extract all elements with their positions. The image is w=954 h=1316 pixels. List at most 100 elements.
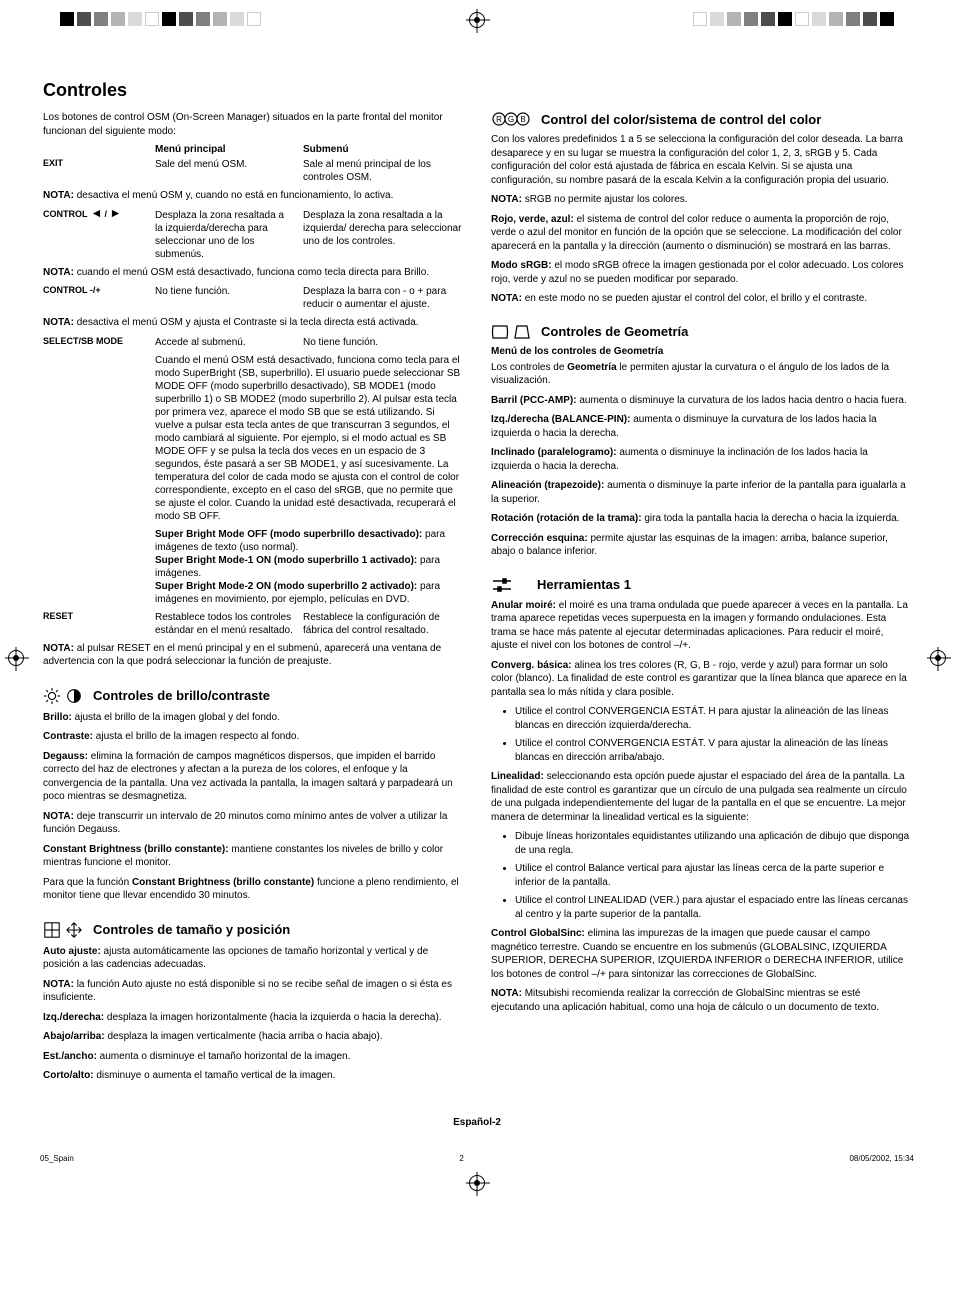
color-swatch: [230, 12, 244, 26]
registration-mark-bottom: [469, 1175, 485, 1191]
tools-title: Herramientas 1: [537, 577, 631, 592]
svg-text:R: R: [496, 115, 502, 124]
color-bars-left: [60, 12, 261, 26]
definition-item: Est./ancho: aumenta o disminuye el tamañ…: [43, 1050, 463, 1064]
definition-text: disminuye o aumenta el tamaño vertical d…: [94, 1070, 336, 1081]
note-control-pm: NOTA: desactiva el menú OSM y ajusta el …: [43, 316, 463, 330]
position-icon: [65, 921, 83, 939]
page-body: Controles Los botones de control OSM (On…: [43, 40, 911, 1148]
sizepos-icon: [43, 921, 83, 939]
column-left: Los botones de control OSM (On-Screen Ma…: [43, 111, 463, 1089]
note-exit: NOTA:NOTA: desactiva el menú OSM y, cuan…: [43, 189, 463, 203]
color-note2-t: en este modo no se pueden ajustar el con…: [522, 293, 867, 304]
sb2-title: Super Bright Mode-2 ON (modo superbrillo…: [155, 581, 417, 592]
color-swatch: [247, 12, 261, 26]
definition-item: Rotación (rotación de la trama): gira to…: [491, 512, 911, 526]
svg-text:B: B: [520, 115, 525, 124]
svg-text:G: G: [508, 115, 514, 124]
control-lr-c1: Desplaza la zona resaltada a la izquierd…: [155, 209, 303, 261]
definition-item: Alineación (trapezoide): aumenta o dismi…: [491, 479, 911, 506]
row-control-lr: CONTROL / Desplaza la zona resaltada a l…: [43, 209, 463, 261]
color-rvb: Rojo, verde, azul: el sistema de control…: [491, 213, 911, 254]
control-pm-c2: Desplaza la barra con - o + para reducir…: [303, 285, 463, 311]
color-note1-b: NOTA:: [491, 194, 522, 205]
label-control-lr: CONTROL /: [43, 209, 155, 261]
definition-term: Auto ajuste:: [43, 946, 101, 957]
sizepos-note: NOTA: la función Auto ajuste no está dis…: [43, 978, 463, 1005]
header-main-menu: Menú principal: [155, 144, 303, 155]
tools-conv: Converg. básica: alinea los tres colores…: [491, 659, 911, 700]
color-swatch: [128, 12, 142, 26]
section-color-head: RGB Control del color/sistema de control…: [491, 111, 911, 127]
color-bars-right: [693, 12, 894, 26]
lin-bullets: Dibuje líneas horizontales equidistantes…: [491, 830, 911, 921]
definition-text: desplaza la imagen verticalmente (hacia …: [105, 1031, 383, 1042]
color-swatch: [60, 12, 74, 26]
row-reset: RESET Restablece todos los controles est…: [43, 611, 463, 637]
label-control-lr-text: CONTROL: [43, 209, 88, 219]
definition-text: aumenta o disminuye el tamaño horizontal…: [97, 1051, 350, 1062]
color-swatch: [829, 12, 843, 26]
definition-term: Izq./derecha:: [43, 1012, 104, 1023]
color-swatch: [812, 12, 826, 26]
color-swatch: [693, 12, 707, 26]
color-p1: Con los valores predefinidos 1 a 5 se se…: [491, 133, 911, 187]
label-reset: RESET: [43, 611, 155, 637]
definition-item: Brillo: ajusta el brillo de la imagen gl…: [43, 711, 463, 725]
moire-b: Anular moiré:: [491, 600, 556, 611]
tools-gs: Control GlobalSinc: elimina las impureza…: [491, 927, 911, 981]
slug-left: 05_Spain: [40, 1154, 74, 1163]
bullet-item: Utilice el control LINEALIDAD (VER.) par…: [515, 894, 911, 921]
tools-lin: Linealidad: seleccionando esta opción pu…: [491, 770, 911, 824]
slug-line: 05_Spain 2 08/05/2002, 15:34: [0, 1154, 954, 1163]
definition-term: Izq./derecha (BALANCE-PIN):: [491, 414, 630, 425]
label-exit: EXIT: [43, 158, 155, 184]
definition-term: Est./ancho:: [43, 1051, 97, 1062]
color-note1: NOTA: sRGB no permite ajustar los colore…: [491, 193, 911, 207]
color-swatch: [77, 12, 91, 26]
registration-mark-left: [8, 650, 24, 666]
lin-b: Linealidad:: [491, 771, 544, 782]
section-sizepos-head: Controles de tamaño y posición: [43, 921, 463, 939]
definition-term: Abajo/arriba:: [43, 1031, 105, 1042]
intro-text: Los botones de control OSM (On-Screen Ma…: [43, 111, 463, 138]
header-submenu: Submenú: [303, 144, 463, 155]
conv-b: Converg. básica:: [491, 660, 572, 671]
control-lr-c2: Desplaza la zona resaltada a la izquierd…: [303, 209, 463, 261]
print-marks-bottom: [0, 1163, 954, 1203]
select-body: Cuando el menú OSM está desactivado, fun…: [155, 354, 463, 523]
sb1-title: Super Bright Mode-1 ON (modo superbrillo…: [155, 555, 417, 566]
select-c2: No tiene función.: [303, 336, 463, 349]
definition-item: Corto/alto: disminuye o aumenta el tamañ…: [43, 1069, 463, 1083]
color-note2-b: NOTA:: [491, 293, 522, 304]
bullet-item: Utilice el control Balance vertical para…: [515, 862, 911, 889]
color-swatch: [846, 12, 860, 26]
row-exit: EXIT Sale del menú OSM. Sale al menú pri…: [43, 158, 463, 184]
row-select: SELECT/SB MODE Accede al submenú. No tie…: [43, 336, 463, 349]
gs-note-t: Mitsubishi recomienda realizar la correc…: [491, 988, 879, 1013]
bullet-item: Dibuje líneas horizontales equidistantes…: [515, 830, 911, 857]
slug-center: 2: [459, 1154, 463, 1163]
sb-off-title: Super Bright Mode OFF (modo superbrillo …: [155, 529, 422, 540]
color-swatch: [778, 12, 792, 26]
tools-gs-note: NOTA: Mitsubishi recomienda realizar la …: [491, 987, 911, 1014]
row-control-pm: CONTROL -/+ No tiene función. Desplaza l…: [43, 285, 463, 311]
reset-c1: Restablece todos los controles estándar …: [155, 611, 303, 637]
color-swatch: [145, 12, 159, 26]
section-tools-head: Herramientas 1: [491, 577, 911, 593]
definition-text: elimina la formación de campos magnético…: [43, 751, 453, 803]
definition-item: Contraste: ajusta el brillo de la imagen…: [43, 730, 463, 744]
definition-term: Contraste:: [43, 731, 93, 742]
definition-item: Izq./derecha (BALANCE-PIN): aumenta o di…: [491, 413, 911, 440]
registration-mark-right: [930, 650, 946, 666]
color-swatch: [162, 12, 176, 26]
geometry-title: Controles de Geometría: [541, 324, 688, 339]
tools-icon: [491, 577, 527, 593]
arrow-right-icon: [111, 209, 120, 218]
definition-item: Barril (PCC-AMP): aumenta o disminuye la…: [491, 394, 911, 408]
definition-item: Abajo/arriba: desplaza la imagen vertica…: [43, 1030, 463, 1044]
color-swatch: [710, 12, 724, 26]
color-swatch: [880, 12, 894, 26]
note-control-lr: NOTA: cuando el menú OSM está desactivad…: [43, 266, 463, 280]
definition-item: Inclinado (paralelogramo): aumenta o dis…: [491, 446, 911, 473]
